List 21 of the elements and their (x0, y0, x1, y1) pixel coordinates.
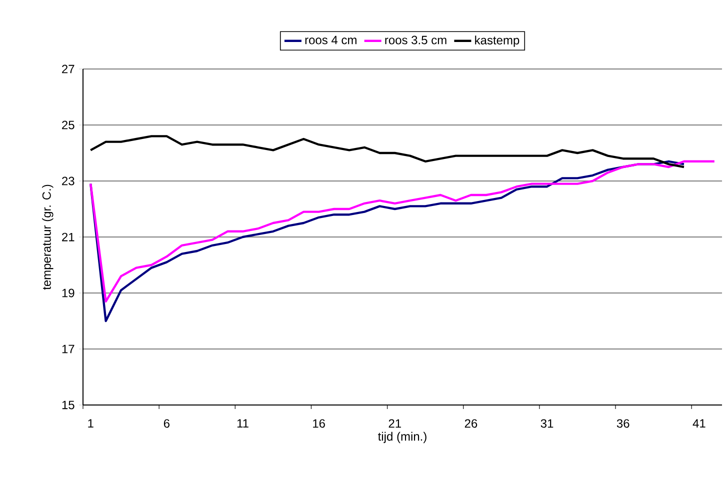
x-tick-label: 16 (313, 419, 325, 428)
y-tick-label: 21 (62, 232, 74, 242)
y-tick-label: 19 (62, 288, 74, 298)
y-tick-label: 17 (62, 344, 74, 354)
legend-label: roos 3.5 cm (385, 36, 446, 44)
legend-label: kastemp (475, 36, 520, 47)
x-tick-label: 1 (88, 419, 94, 428)
legend-label: roos 4 cm (305, 36, 356, 44)
x-tick-label: 11 (237, 419, 248, 428)
y-tick-label: 25 (62, 120, 74, 130)
x-tick-label: 21 (388, 419, 401, 428)
x-tick-label: 41 (692, 419, 706, 428)
y-axis-title: temperatuur (gr. C.) (42, 184, 54, 290)
x-tick-label: 26 (464, 419, 478, 428)
y-tick-label: 27 (62, 64, 74, 74)
x-tick-label: 31 (540, 419, 554, 428)
x-tick-label: 6 (164, 419, 170, 428)
y-tick-label: 15 (62, 400, 74, 410)
x-tick-label: 36 (616, 419, 630, 428)
x-axis-title: tijd (min.) (378, 432, 426, 444)
y-tick-label: 23 (62, 176, 74, 186)
